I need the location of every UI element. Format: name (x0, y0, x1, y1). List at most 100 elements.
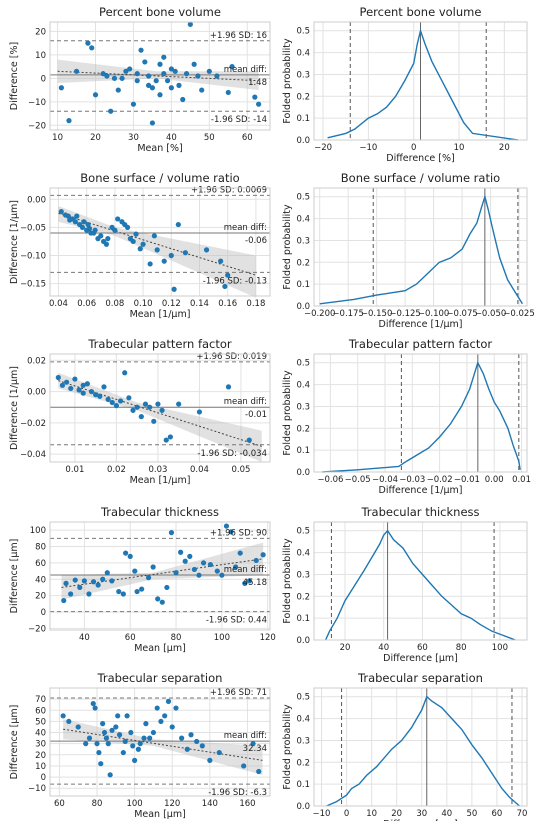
data-point (72, 577, 78, 583)
x-tick-label: 0.10 (134, 299, 153, 309)
y-tick-label: 0.00 (27, 388, 46, 398)
data-point (66, 718, 72, 725)
x-tick-label: 60 (242, 133, 253, 143)
data-point (218, 258, 224, 264)
data-point (196, 572, 202, 578)
confidence-band (61, 542, 264, 600)
y-tick-label: 0.4 (296, 549, 310, 559)
x-axis-label: Difference [1/μm] (379, 319, 463, 330)
x-tick-label: −0.050 (475, 309, 506, 319)
data-point (108, 108, 114, 114)
data-point (109, 727, 115, 733)
data-point (101, 729, 108, 736)
y-tick-label: 0.1 (296, 780, 310, 790)
x-tick-label: 10 (52, 133, 63, 143)
y-tick-label: 0.00 (27, 195, 46, 205)
data-point (260, 552, 266, 558)
data-point (253, 557, 259, 564)
x-tick-label: −0.100 (418, 309, 449, 319)
x-tick-label: 100 (214, 633, 230, 643)
trend-line (58, 380, 262, 447)
y-tick-label: 20 (35, 751, 46, 761)
data-point (115, 87, 121, 93)
x-tick-label: 60 (417, 643, 428, 653)
y-tick-label: 0.0 (296, 302, 310, 312)
y-tick-label: 0.2 (296, 92, 310, 102)
x-tick-label: 30 (128, 133, 139, 143)
data-point (157, 61, 163, 67)
y-tick-label: −20 (28, 624, 46, 634)
plot-frame (313, 21, 528, 141)
data-point (191, 566, 197, 573)
folded-probability-curve (322, 360, 521, 473)
data-point (168, 85, 174, 91)
data-point (164, 78, 171, 84)
panel-4: −0.200−0.175−0.150−0.125−0.100−0.075−0.0… (282, 171, 535, 330)
y-axis-label: Folded probability (282, 204, 293, 290)
data-point (150, 564, 156, 570)
y-tick-label: 0.4 (296, 49, 310, 59)
trend-line (57, 70, 259, 82)
data-point (187, 21, 193, 27)
lower-limit-label: -1.96 SD: -6.3 (208, 788, 267, 798)
lower-limit-label: -1.96 SD: 0.44 (206, 616, 267, 626)
data-point (188, 732, 194, 738)
data-point (167, 434, 173, 440)
data-point (94, 741, 100, 747)
x-tick-label: −0.200 (304, 309, 335, 319)
plot-frame (49, 521, 271, 631)
panel-7: +1.96 SD: 90 mean diff: 45.18 -1.96 SD: 0.4… (9, 505, 276, 654)
x-axis-label: Mean [1/μm] (130, 475, 191, 486)
x-tick-label: 60 (492, 809, 503, 819)
panel-title: Trabecular separation (97, 671, 223, 685)
x-tick-label: 20 (90, 133, 101, 143)
y-tick-label: 0.1 (296, 446, 310, 456)
data-point (165, 698, 172, 704)
data-point (127, 66, 133, 72)
y-tick-label: 0.4 (296, 715, 310, 725)
data-point (130, 238, 136, 245)
x-tick-label: 20 (391, 809, 402, 819)
y-tick-label: 0.0 (296, 136, 310, 146)
x-tick-label: −0.05 (345, 475, 371, 485)
x-tick-label: 0.01 (65, 465, 84, 475)
panel-title: Trabecular thickness (360, 505, 479, 519)
y-tick-label: −0.02 (20, 419, 46, 429)
data-point (203, 247, 210, 253)
data-point (178, 549, 184, 555)
data-point (168, 66, 174, 72)
data-point (65, 213, 71, 219)
x-tick-label: 60 (125, 633, 136, 643)
data-point (139, 586, 145, 592)
data-point (100, 576, 106, 582)
x-tick-label: −0.03 (399, 475, 425, 485)
data-point (146, 82, 152, 88)
folded-probability-curve (327, 28, 519, 141)
y-axis-label: Difference [1/μm] (9, 200, 20, 284)
plot-frame (49, 353, 271, 463)
data-point (81, 578, 87, 584)
y-tick-label: 70 (35, 695, 46, 705)
x-tick-label: 0.06 (77, 299, 96, 309)
x-axis-label: Mean [%] (137, 143, 182, 154)
y-tick-label: 0.3 (296, 402, 310, 412)
x-axis-label: Difference [1/μm] (379, 485, 463, 496)
data-point (147, 735, 153, 741)
x-tick-label: −0.025 (503, 309, 534, 319)
x-tick-label: 20 (499, 143, 510, 153)
upper-limit-label: +1.96 SD: 0.0069 (191, 185, 267, 195)
data-point (161, 258, 167, 264)
plot-frame (313, 687, 528, 807)
data-point (98, 761, 104, 767)
y-axis-label: Difference [1/μm] (9, 366, 20, 450)
data-point (130, 407, 136, 413)
data-point (187, 553, 193, 559)
y-tick-label: 20 (35, 27, 46, 37)
y-axis-label: Folded probability (282, 538, 293, 624)
y-tick-label: −0.10 (20, 252, 46, 262)
data-point (105, 236, 111, 242)
data-point (157, 92, 163, 98)
x-tick-label: 160 (239, 799, 255, 809)
plot-frame (313, 353, 528, 473)
